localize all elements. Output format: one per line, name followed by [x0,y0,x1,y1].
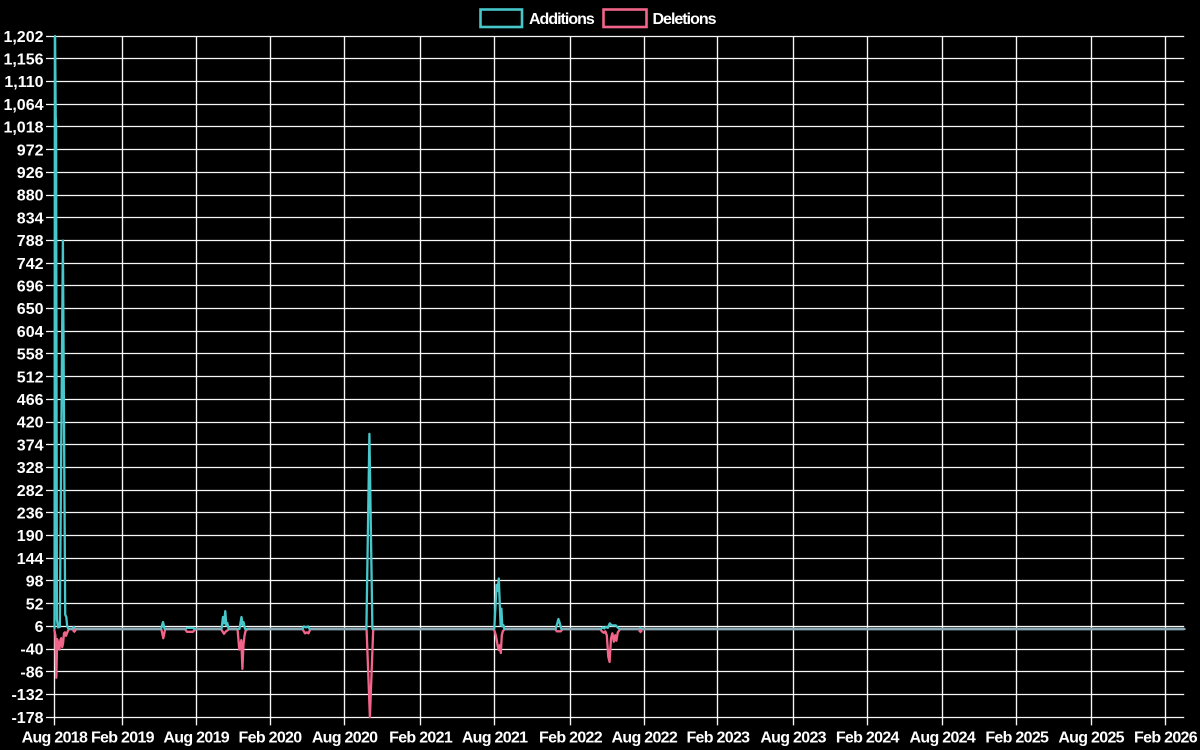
svg-text:98: 98 [26,574,44,591]
svg-text:926: 926 [17,165,44,182]
svg-text:236: 236 [17,506,44,523]
svg-text:-132: -132 [11,687,43,704]
svg-text:558: 558 [17,347,44,364]
svg-text:834: 834 [17,210,44,227]
svg-text:Feb 2020: Feb 2020 [239,730,303,747]
svg-text:Aug 2020: Aug 2020 [312,730,378,747]
svg-text:466: 466 [17,392,44,409]
svg-text:Aug 2021: Aug 2021 [462,730,528,747]
svg-text:328: 328 [17,460,44,477]
svg-text:Feb 2021: Feb 2021 [389,730,453,747]
svg-text:Aug 2024: Aug 2024 [910,730,976,747]
svg-text:52: 52 [26,596,44,613]
svg-text:190: 190 [17,528,44,545]
svg-text:1,064: 1,064 [3,97,43,114]
svg-text:Feb 2025: Feb 2025 [985,730,1049,747]
svg-text:972: 972 [17,142,44,159]
svg-text:Feb 2026: Feb 2026 [1134,730,1198,747]
svg-text:-86: -86 [20,664,43,681]
svg-text:420: 420 [17,415,44,432]
svg-text:Aug 2025: Aug 2025 [1058,730,1124,747]
svg-text:144: 144 [17,551,44,568]
svg-text:512: 512 [17,369,44,386]
svg-text:Aug 2018: Aug 2018 [22,730,88,747]
svg-text:Aug 2023: Aug 2023 [760,730,826,747]
svg-text:Aug 2022: Aug 2022 [612,730,678,747]
svg-text:650: 650 [17,301,44,318]
svg-text:880: 880 [17,188,44,205]
svg-text:604: 604 [17,324,44,341]
svg-text:Feb 2023: Feb 2023 [686,730,750,747]
svg-text:374: 374 [17,437,44,454]
svg-text:Deletions: Deletions [653,11,717,28]
svg-text:6: 6 [35,619,44,636]
svg-text:1,156: 1,156 [3,52,43,69]
svg-text:Feb 2024: Feb 2024 [836,730,900,747]
svg-text:788: 788 [17,233,44,250]
svg-text:Aug 2019: Aug 2019 [163,730,229,747]
svg-text:Additions: Additions [529,11,595,28]
svg-text:1,202: 1,202 [3,29,43,46]
svg-text:282: 282 [17,483,44,500]
svg-text:Feb 2022: Feb 2022 [539,730,603,747]
svg-text:1,018: 1,018 [3,120,43,137]
svg-text:Feb 2019: Feb 2019 [91,730,155,747]
svg-text:696: 696 [17,279,44,296]
svg-text:-40: -40 [20,642,43,659]
svg-text:742: 742 [17,256,44,273]
svg-text:1,110: 1,110 [4,74,43,91]
svg-text:-178: -178 [11,710,43,727]
